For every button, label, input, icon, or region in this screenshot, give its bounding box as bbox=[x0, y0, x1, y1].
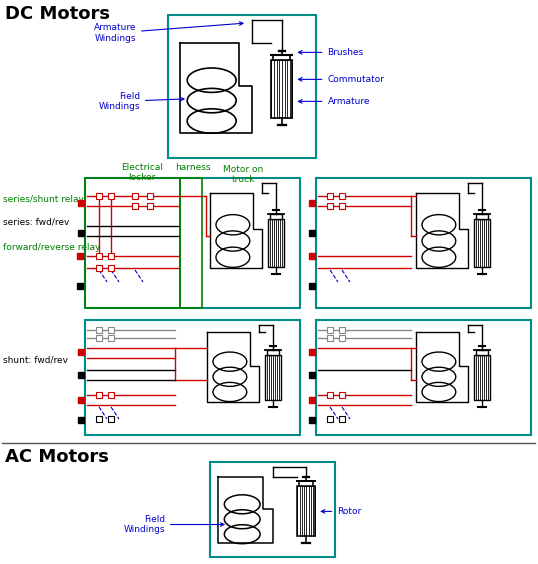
Bar bbox=[309, 349, 315, 355]
Bar bbox=[85, 178, 180, 308]
Text: Field
Windings: Field Windings bbox=[98, 92, 184, 111]
Bar bbox=[270, 214, 282, 219]
Bar bbox=[77, 253, 83, 259]
Bar bbox=[339, 193, 345, 199]
Bar bbox=[132, 193, 138, 199]
Bar bbox=[299, 482, 313, 486]
Bar bbox=[474, 219, 490, 267]
Bar bbox=[78, 349, 84, 355]
Bar bbox=[298, 486, 315, 536]
Text: Brushes: Brushes bbox=[299, 48, 364, 57]
Bar bbox=[210, 462, 335, 557]
Text: harness: harness bbox=[175, 163, 211, 172]
Bar bbox=[180, 178, 202, 308]
Bar bbox=[273, 55, 291, 60]
Bar bbox=[476, 214, 488, 219]
Bar bbox=[96, 265, 102, 271]
Bar bbox=[309, 230, 315, 236]
Text: Armature: Armature bbox=[299, 97, 370, 106]
Bar bbox=[78, 417, 84, 423]
Bar bbox=[108, 193, 114, 199]
Bar bbox=[108, 253, 114, 259]
Text: Commutator: Commutator bbox=[299, 75, 385, 84]
Bar bbox=[316, 320, 531, 435]
Text: Field
Windings: Field Windings bbox=[124, 515, 224, 534]
Bar bbox=[309, 397, 315, 403]
Bar bbox=[272, 60, 293, 118]
Bar bbox=[96, 416, 102, 422]
Bar bbox=[96, 193, 102, 199]
Bar bbox=[108, 416, 114, 422]
Bar bbox=[168, 15, 316, 158]
Bar bbox=[108, 335, 114, 341]
Text: forward/reverse relay: forward/reverse relay bbox=[3, 244, 101, 253]
Bar bbox=[339, 327, 345, 333]
Bar bbox=[78, 397, 84, 403]
Text: series/shunt relay: series/shunt relay bbox=[3, 196, 84, 205]
Bar bbox=[339, 335, 345, 341]
Text: AC Motors: AC Motors bbox=[5, 448, 109, 466]
Bar bbox=[96, 253, 102, 259]
Bar bbox=[327, 203, 333, 209]
Bar bbox=[96, 335, 102, 341]
Bar bbox=[268, 219, 284, 267]
Bar bbox=[77, 283, 83, 289]
Bar bbox=[309, 253, 315, 259]
Bar bbox=[309, 283, 315, 289]
Bar bbox=[108, 265, 114, 271]
Text: series: fwd/rev: series: fwd/rev bbox=[3, 218, 69, 227]
Bar bbox=[147, 193, 153, 199]
Bar bbox=[309, 200, 315, 206]
Bar bbox=[78, 372, 84, 378]
Bar bbox=[108, 327, 114, 333]
Bar bbox=[309, 372, 315, 378]
Bar bbox=[267, 350, 279, 355]
Bar bbox=[327, 392, 333, 398]
Text: shunt: fwd/rev: shunt: fwd/rev bbox=[3, 355, 68, 364]
Bar bbox=[339, 203, 345, 209]
Bar bbox=[327, 193, 333, 199]
Text: Motor on
truck: Motor on truck bbox=[223, 165, 263, 184]
Text: Electrical
locker: Electrical locker bbox=[121, 163, 163, 182]
Bar bbox=[476, 350, 488, 355]
Bar bbox=[96, 327, 102, 333]
Bar bbox=[327, 327, 333, 333]
Bar bbox=[132, 203, 138, 209]
Bar bbox=[147, 203, 153, 209]
Bar bbox=[327, 335, 333, 341]
Text: Rotor: Rotor bbox=[321, 507, 362, 516]
Bar bbox=[339, 392, 345, 398]
Bar bbox=[78, 200, 84, 206]
Text: DC Motors: DC Motors bbox=[5, 5, 110, 23]
Bar bbox=[96, 392, 102, 398]
Bar bbox=[85, 320, 300, 435]
Bar bbox=[85, 178, 300, 308]
Bar bbox=[327, 416, 333, 422]
Bar bbox=[309, 417, 315, 423]
Bar bbox=[108, 392, 114, 398]
Bar bbox=[265, 355, 281, 400]
Bar bbox=[474, 355, 490, 400]
Bar bbox=[316, 178, 531, 308]
Bar bbox=[339, 416, 345, 422]
Bar bbox=[78, 230, 84, 236]
Text: Armature
Windings: Armature Windings bbox=[94, 22, 243, 43]
